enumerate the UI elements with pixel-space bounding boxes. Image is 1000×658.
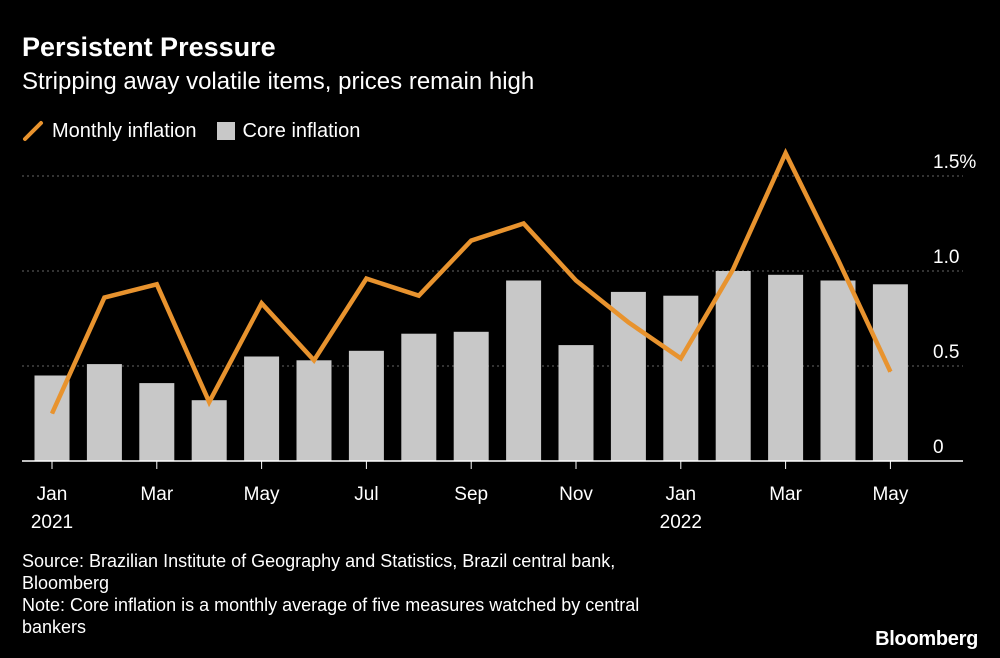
x-tick-label-12: Jan (665, 484, 696, 505)
monthly-point-15 (837, 259, 839, 261)
core-bar-2 (139, 383, 175, 461)
monthly-point-11 (627, 321, 629, 323)
core-bar-9 (506, 280, 542, 461)
monthly-point-10 (575, 280, 577, 281)
monthly-point-16 (889, 371, 891, 373)
source-text-cont: Bloomberg (22, 573, 110, 593)
note-text: Note: Core inflation is a monthly averag… (22, 595, 640, 615)
y-tick-label-0: 0 (933, 437, 944, 458)
core-bar-8 (453, 331, 489, 461)
core-bar-15 (820, 280, 856, 461)
legend-label-monthly: Monthly inflation (52, 119, 197, 142)
core-bar-14 (768, 274, 804, 461)
y-tick-label-3: 1.5% (933, 152, 976, 173)
core-bar-4 (244, 356, 280, 461)
monthly-point-14 (785, 152, 787, 154)
core-bar-13 (715, 271, 751, 461)
x-tick-label-2: Mar (140, 484, 173, 505)
x-tick-label-14: Mar (769, 484, 802, 505)
monthly-point-1 (103, 297, 105, 299)
y-tick-label-1: 0.5 (933, 342, 959, 363)
legend: Monthly inflation Core inflation (22, 118, 380, 144)
monthly-point-12 (680, 357, 682, 359)
note-text-cont: bankers (22, 617, 87, 637)
chart-title: Persistent Pressure (22, 32, 276, 62)
x-tick-label-8: Sep (454, 484, 488, 505)
legend-item-monthly: Monthly inflation (22, 120, 197, 143)
y-tick-label-2: 1.0 (933, 247, 959, 268)
monthly-point-3 (208, 401, 210, 403)
bloomberg-logo: Bloomberg (875, 628, 978, 650)
core-bar-16 (872, 284, 908, 461)
monthly-point-9 (523, 223, 525, 224)
chart-subtitle: Stripping away volatile items, prices re… (22, 68, 535, 95)
x-tick-label-4: May (244, 484, 280, 505)
monthly-point-0 (51, 413, 53, 414)
x-tick-label-16: May (872, 484, 908, 505)
x-tick-label-6: Jul (354, 484, 378, 505)
monthly-point-4 (261, 302, 263, 304)
monthly-point-2 (156, 283, 158, 285)
core-bar-12 (663, 295, 699, 461)
legend-line-icon (23, 121, 43, 141)
monthly-point-8 (470, 240, 472, 242)
core-bar-10 (558, 345, 594, 461)
legend-bar-icon (216, 122, 235, 140)
legend-label-core: Core inflation (242, 119, 361, 142)
core-bar-3 (191, 400, 227, 461)
x-tick-label-0: Jan (37, 484, 68, 505)
source-text: Source: Brazilian Institute of Geography… (22, 551, 616, 571)
core-bar-6 (348, 350, 384, 461)
footer: Source: Brazilian Institute of Geography… (22, 550, 842, 638)
core-bar-7 (401, 333, 437, 461)
core-bar-1 (86, 364, 122, 461)
monthly-point-7 (418, 295, 420, 297)
x-tick-year-0: 2021 (31, 512, 73, 533)
core-bar-5 (296, 360, 332, 461)
x-tick-label-10: Nov (559, 484, 593, 505)
x-tick-year-12: 2022 (660, 512, 702, 533)
core-bar-11 (610, 291, 646, 461)
monthly-point-6 (365, 278, 367, 280)
legend-item-core: Core inflation (216, 119, 361, 143)
monthly-point-5 (313, 359, 315, 361)
chart-area: 0 0.5 1.0 1.5% Jan 2021 Mar May Jul Sep Nov Jan 2022… (22, 147, 976, 533)
monthly-point-13 (732, 268, 734, 270)
